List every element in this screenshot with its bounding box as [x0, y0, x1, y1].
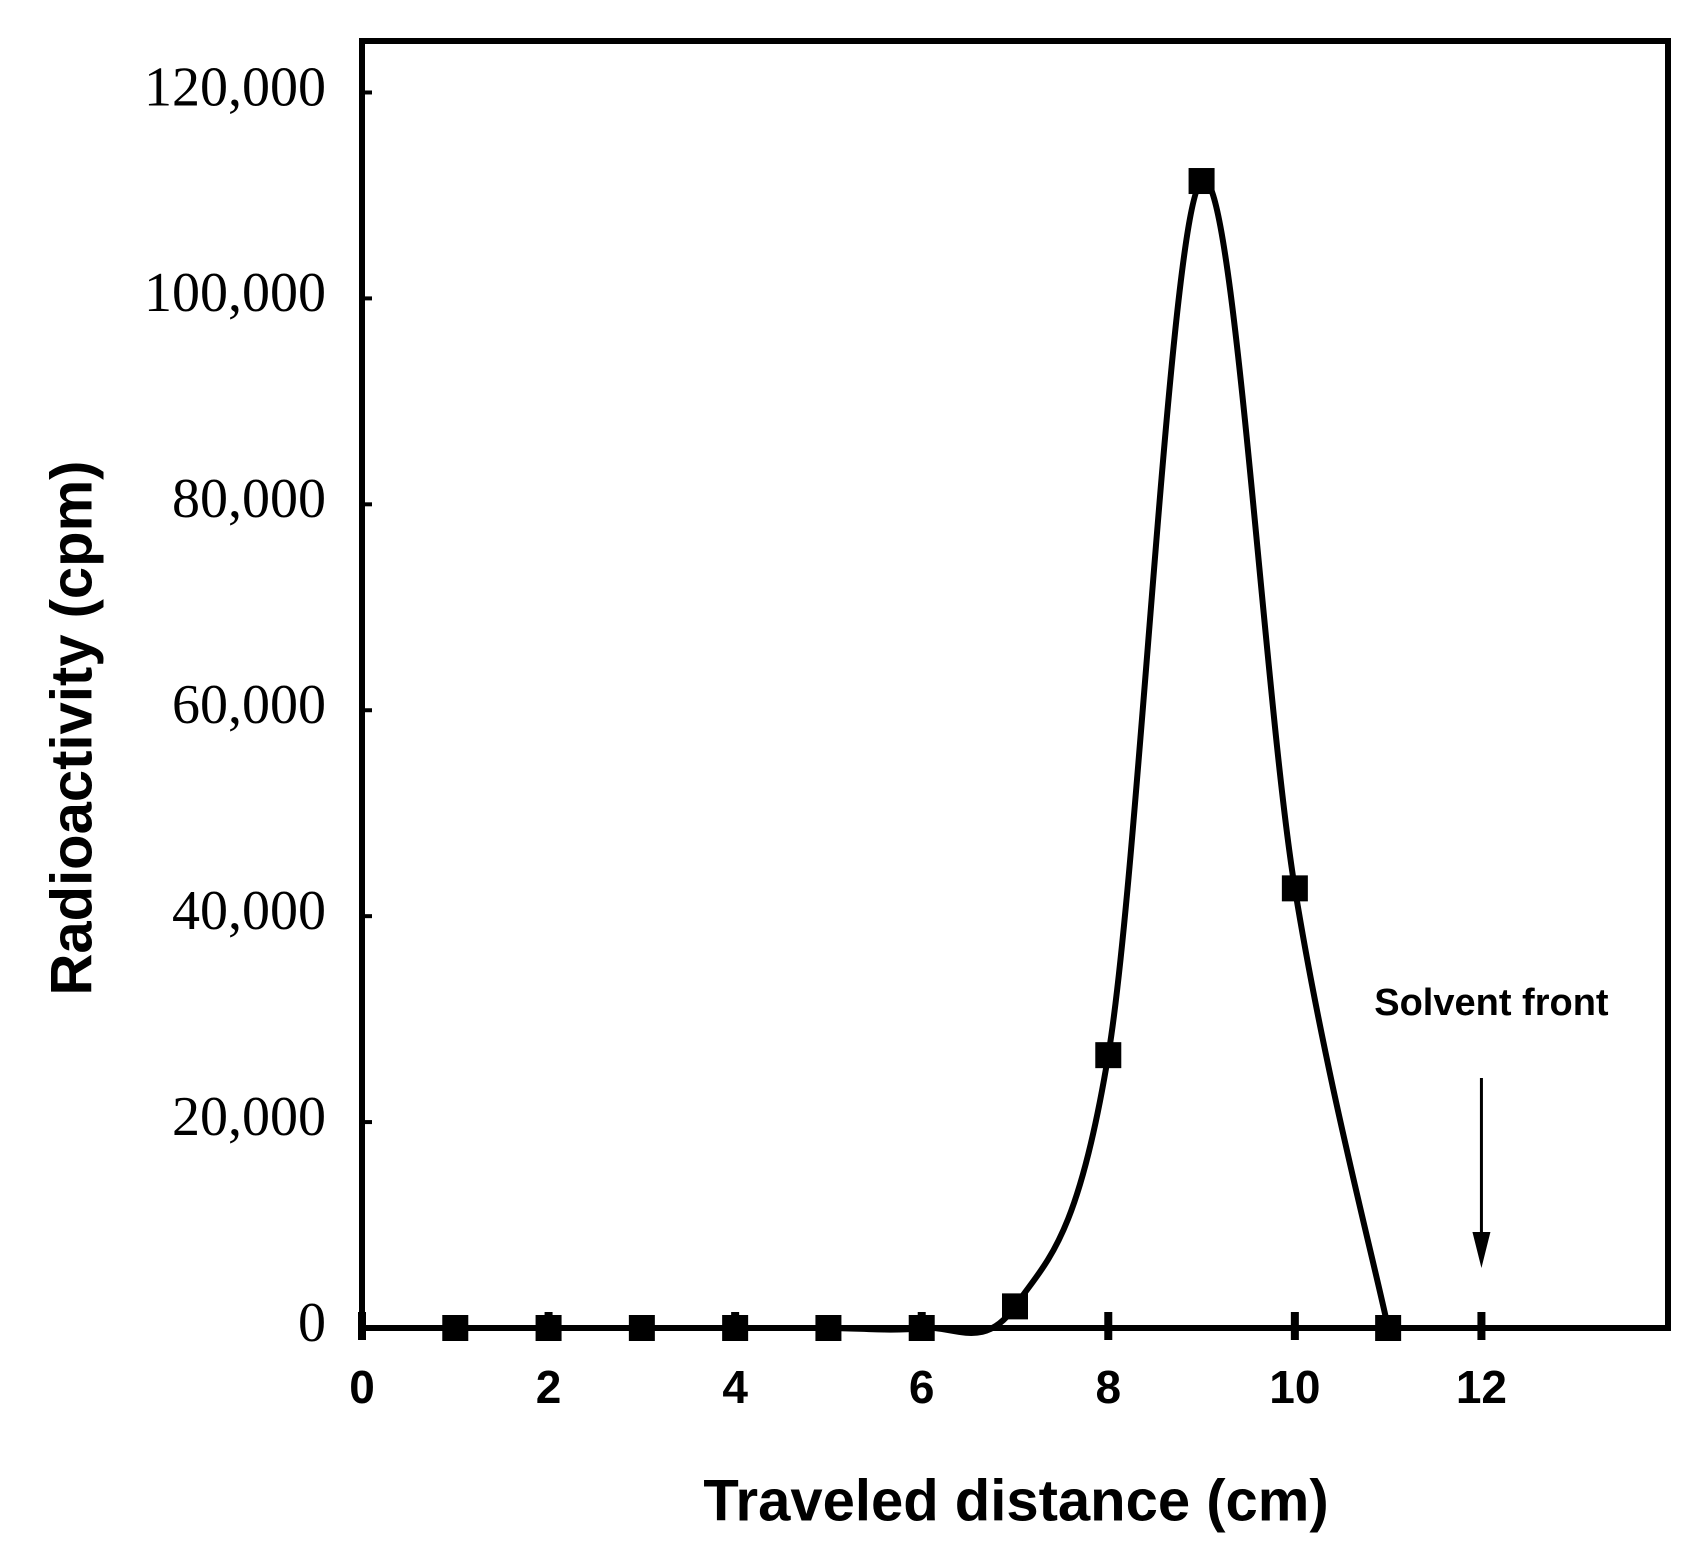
x-axis-title: Traveled distance (cm) [703, 1468, 1328, 1533]
y-tick-label: 20,000 [172, 1086, 326, 1148]
x-tick-label: 4 [722, 1361, 748, 1413]
y-tick-label: 40,000 [172, 880, 326, 942]
plot-frame [359, 38, 1671, 1331]
y-tick-label: 120,000 [144, 56, 326, 118]
data-point [1002, 1293, 1028, 1320]
annotation: Solvent front [1374, 982, 1609, 1024]
data-line [455, 177, 1392, 1336]
data-point [1095, 1042, 1122, 1069]
x-tick-label: 12 [1456, 1361, 1507, 1413]
annotation-arrowhead [1472, 1232, 1491, 1268]
y-tick-label: 60,000 [172, 674, 326, 736]
x-tick-label: 8 [1095, 1361, 1121, 1413]
y-tick-label: 80,000 [172, 468, 326, 530]
y-tick-label: 0 [298, 1292, 326, 1354]
y-tick-label: 100,000 [144, 262, 326, 324]
data-point [1281, 875, 1308, 902]
x-tick-label: 6 [909, 1361, 935, 1413]
x-tick-label: 2 [536, 1361, 562, 1413]
x-tick-label: 0 [349, 1361, 375, 1413]
x-tick-label: 10 [1269, 1361, 1320, 1413]
y-axis-title: Radioactivity (cpm) [39, 461, 104, 996]
data-point [1188, 168, 1215, 195]
